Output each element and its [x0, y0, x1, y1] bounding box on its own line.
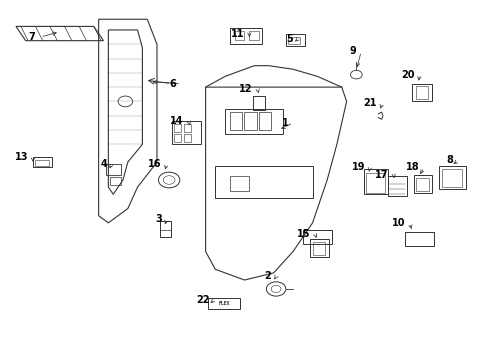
Bar — [183, 124, 191, 132]
Bar — [229, 28, 261, 44]
Bar — [363, 169, 387, 194]
Text: 13: 13 — [15, 152, 28, 162]
Bar — [229, 112, 242, 130]
Bar — [106, 164, 120, 175]
Bar — [309, 239, 328, 257]
Bar — [110, 177, 120, 185]
Bar — [441, 169, 461, 187]
Text: 6: 6 — [169, 78, 176, 89]
Bar — [244, 112, 256, 130]
Bar — [183, 134, 191, 143]
Bar — [35, 159, 49, 166]
Text: 19: 19 — [351, 162, 365, 172]
Text: 1: 1 — [281, 118, 287, 128]
Bar — [259, 112, 271, 130]
Bar — [413, 175, 431, 193]
Bar — [229, 176, 249, 191]
Bar — [285, 33, 305, 46]
Text: 12: 12 — [239, 84, 252, 94]
Text: 18: 18 — [405, 162, 419, 172]
Bar — [171, 121, 201, 144]
Text: 5: 5 — [286, 34, 292, 44]
Text: 22: 22 — [196, 295, 209, 305]
Text: FLEX: FLEX — [218, 301, 229, 306]
Text: 4: 4 — [100, 159, 107, 169]
Bar — [415, 86, 427, 99]
Bar — [249, 31, 259, 40]
Bar — [207, 298, 239, 309]
Bar — [160, 221, 170, 237]
Text: 10: 10 — [391, 218, 404, 228]
Bar — [287, 37, 300, 44]
Bar — [234, 31, 244, 40]
Text: 9: 9 — [349, 46, 356, 57]
Text: 11: 11 — [230, 28, 244, 39]
Bar — [253, 96, 265, 111]
Text: 8: 8 — [446, 156, 453, 165]
Bar — [174, 124, 181, 132]
Bar — [411, 84, 431, 102]
Text: 3: 3 — [155, 214, 162, 224]
Bar — [438, 166, 465, 189]
Bar — [174, 134, 181, 143]
Text: 15: 15 — [296, 229, 309, 239]
Bar — [404, 232, 433, 246]
Text: 14: 14 — [170, 116, 183, 126]
Bar — [366, 173, 384, 193]
Text: 20: 20 — [400, 69, 414, 80]
Bar — [415, 178, 428, 191]
Text: 17: 17 — [375, 170, 388, 180]
Text: 7: 7 — [29, 32, 35, 42]
Text: 2: 2 — [264, 271, 271, 282]
Text: 16: 16 — [148, 159, 162, 169]
Bar — [387, 176, 407, 196]
Bar — [312, 242, 325, 255]
Text: 21: 21 — [363, 98, 376, 108]
Bar — [33, 157, 52, 167]
